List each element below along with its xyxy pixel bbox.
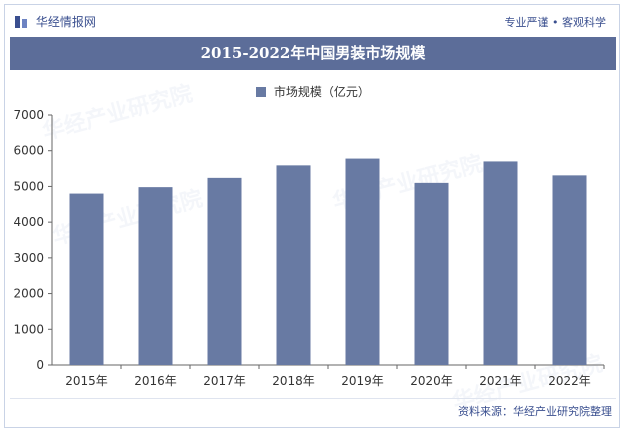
y-tick-label: 1000 (13, 322, 44, 336)
bar (414, 182, 449, 365)
x-tick-label: 2020年 (410, 374, 453, 388)
bar (483, 161, 518, 365)
top-bar: 华经情报网 专业严谨 • 客观科学 (10, 10, 614, 32)
legend-swatch (256, 87, 267, 97)
x-tick-label: 2017年 (203, 374, 246, 388)
x-tick-label: 2022年 (548, 374, 591, 388)
x-tick-label: 2016年 (134, 374, 177, 388)
legend-label: 市场规模（亿元） (273, 85, 370, 99)
x-tick-label: 2018年 (272, 374, 315, 388)
x-tick-label: 2015年 (65, 374, 108, 388)
bar (69, 193, 104, 365)
brand-logo-icon (14, 15, 28, 32)
y-tick-label: 6000 (13, 144, 44, 158)
footer-divider (10, 398, 616, 399)
x-tick-label: 2019年 (341, 374, 384, 388)
y-tick-label: 4000 (13, 215, 44, 229)
y-tick-label: 2000 (13, 287, 44, 301)
tagline: 专业严谨 • 客观科学 (504, 16, 606, 29)
brand: 华经情报网 (14, 13, 96, 32)
y-tick-label: 7000 (13, 108, 44, 122)
y-tick-label: 5000 (13, 179, 44, 193)
bar (207, 177, 242, 365)
bar (138, 187, 173, 365)
bar (345, 158, 380, 365)
y-tick-label: 0 (36, 358, 44, 372)
bar (276, 165, 311, 365)
chart-frame (4, 4, 620, 428)
brand-name: 华经情报网 (35, 15, 96, 29)
chart-title: 2015-2022年中国男装市场规模 (10, 37, 616, 70)
bar (552, 175, 587, 365)
legend: 市场规模（亿元） (0, 83, 626, 100)
x-tick-label: 2021年 (479, 374, 522, 388)
source-note: 资料来源：华经产业研究院整理 (458, 405, 612, 418)
y-tick-label: 3000 (13, 251, 44, 265)
